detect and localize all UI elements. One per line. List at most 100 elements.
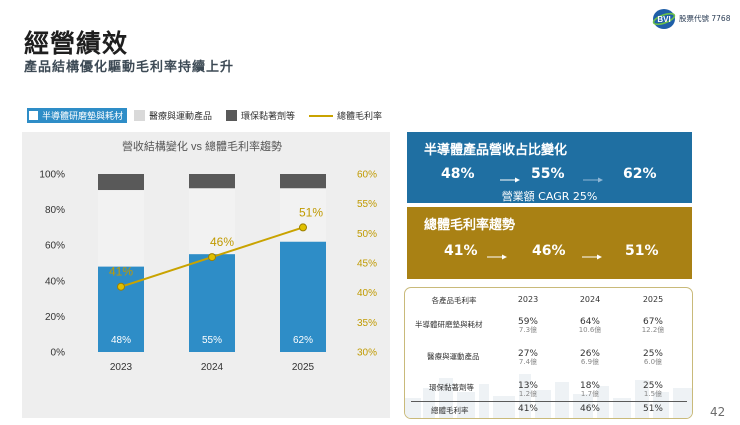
- bar-segment-2023-1: [98, 190, 144, 267]
- cell-pct: 13%: [517, 381, 538, 391]
- share-value-2024: 55%: [531, 166, 565, 182]
- margin-box-title: 總體毛利率趨勢: [424, 218, 516, 233]
- bar-data-label: 62%: [293, 335, 313, 346]
- table-cell: 25% 6.0億: [633, 349, 673, 367]
- table-cell: 25% 1.5億: [633, 381, 673, 399]
- table-row-label: 醫療與運動產品: [427, 352, 480, 361]
- margin-value-2025: 51%: [625, 243, 659, 259]
- bar-data-label: 55%: [202, 335, 222, 346]
- share-value-2023: 48%: [441, 166, 475, 182]
- share-box-values: 48% 55% 62%: [407, 166, 692, 184]
- legend-swatch-medical: [134, 110, 146, 121]
- chart-title: 營收結構變化 vs 總體毛利率趨勢: [122, 139, 282, 153]
- table-cell: 67% 12.2億: [633, 317, 673, 335]
- left-axis-tick-label: 20%: [45, 312, 65, 323]
- x-axis-tick-label: 2023: [110, 362, 133, 373]
- cell-amount: 7.4億: [518, 358, 538, 366]
- legend-label: 醫療與運動產品: [149, 112, 213, 122]
- arrow-icon: [500, 171, 520, 187]
- cell-pct: 25%: [642, 349, 663, 359]
- legend-item-margin: 總體毛利率: [309, 109, 382, 122]
- table-cell: 18% 1.7億: [570, 381, 610, 399]
- cell-amount: 6.9億: [580, 358, 600, 366]
- legend-label: 總體毛利率: [337, 112, 383, 122]
- margin-point: [299, 223, 307, 232]
- table-total-2025: 51%: [642, 404, 663, 414]
- bar-segment-2023-2: [98, 174, 144, 191]
- stock-code-label: 股票代號 7768: [679, 14, 731, 23]
- margin-value-2023: 41%: [444, 243, 478, 259]
- cagr-note: 營業額 CAGR 25%: [501, 190, 598, 203]
- x-axis-tick-label: 2025: [292, 362, 315, 373]
- revenue-margin-chart: 營收結構變化 vs 總體毛利率趨勢 0% 20% 40% 60% 80% 100% 30% 3…: [39, 139, 377, 373]
- city-skyline-image: [405, 374, 692, 418]
- table-cell: 59% 7.3億: [508, 317, 548, 335]
- margin-point: [208, 253, 216, 262]
- table-total-2024: 46%: [579, 404, 600, 414]
- bar-segment-2024-0: [189, 254, 235, 352]
- legend-swatch-adhesive: [226, 110, 238, 121]
- legend-label: 半導體研磨墊與耗材: [42, 112, 124, 122]
- table-row-label: 環保黏著劑等: [429, 383, 474, 392]
- table-row-label: 半導體研磨墊與耗材: [415, 320, 483, 329]
- arrow-icon: [582, 248, 602, 264]
- cell-pct: 64%: [579, 317, 600, 327]
- left-axis-tick-label: 80%: [45, 205, 65, 216]
- cell-amount: 6.0億: [643, 358, 663, 366]
- right-axis-tick-label: 40%: [357, 288, 377, 299]
- legend-item-medical: 醫療與運動產品: [134, 109, 212, 122]
- legend-item-semiconductor: 半導體研磨墊與耗材: [27, 108, 128, 123]
- legend-item-adhesive: 環保黏著劑等: [226, 109, 295, 122]
- arrow-icon: [583, 171, 603, 187]
- margin-value-2024: 46%: [532, 243, 566, 259]
- right-axis-tick-label: 45%: [357, 259, 377, 270]
- page-number: 42: [710, 405, 726, 419]
- left-axis-tick-label: 40%: [45, 276, 65, 287]
- page-title: 經營績效: [24, 29, 129, 58]
- left-axis-tick-label: 100%: [39, 170, 65, 181]
- company-logo-icon: BVI: [652, 9, 676, 29]
- cell-amount: 10.6億: [578, 326, 602, 334]
- share-value-2025: 62%: [623, 166, 657, 182]
- cell-amount: 1.2億: [518, 390, 538, 398]
- cell-amount: 1.7億: [580, 390, 600, 398]
- margin-data-label: 51%: [299, 205, 323, 219]
- left-axis-tick-label: 0%: [51, 348, 66, 359]
- table-total-label: 總體毛利率: [431, 406, 469, 415]
- share-box-title: 半導體產品營收占比變化: [424, 143, 568, 158]
- table-cell: 26% 6.9億: [570, 349, 610, 367]
- margin-trend-box: 總體毛利率趨勢 41% 46% 51%: [407, 207, 692, 279]
- cell-amount: 12.2億: [641, 326, 665, 334]
- product-margin-table: 各產品毛利率 2023 2024 2025 半導體研磨墊與耗材 59% 7.3億 …: [404, 287, 693, 419]
- bar-segment-2025-0: [280, 241, 326, 352]
- cell-pct: 25%: [642, 381, 663, 391]
- legend-swatch-semiconductor: [29, 111, 38, 120]
- right-axis-tick-label: 55%: [357, 199, 377, 210]
- legend-label: 環保黏著劑等: [241, 112, 296, 122]
- table-header-2023: 2023: [517, 295, 539, 304]
- right-axis-tick-label: 35%: [357, 318, 377, 329]
- table-cell: 13% 1.2億: [508, 381, 548, 399]
- table-total-2023: 41%: [517, 404, 538, 414]
- bar-segment-2025-2: [280, 174, 326, 189]
- margin-point: [117, 282, 125, 291]
- margin-data-label: 41%: [109, 265, 133, 279]
- table-header-2024: 2024: [579, 295, 601, 304]
- legend-swatch-margin: [309, 114, 334, 117]
- bar-segment-2024-1: [189, 188, 235, 255]
- right-axis-tick-label: 30%: [357, 348, 377, 359]
- x-axis-tick-label: 2024: [201, 362, 224, 373]
- cell-pct: 18%: [579, 381, 600, 391]
- table-cell: 64% 10.6億: [570, 317, 610, 335]
- cell-amount: 1.5億: [643, 390, 663, 398]
- margin-box-values: 41% 46% 51%: [407, 243, 692, 261]
- svg-text:BVI: BVI: [657, 15, 670, 24]
- cell-pct: 67%: [642, 317, 663, 327]
- table-divider: [411, 401, 687, 402]
- bar-segment-2024-2: [189, 174, 235, 189]
- right-axis-tick-label: 50%: [357, 229, 377, 240]
- right-axis-tick-label: 60%: [357, 170, 377, 181]
- cell-amount: 7.3億: [518, 326, 538, 334]
- semiconductor-share-box: 半導體產品營收占比變化 48% 55% 62% 營業額 CAGR 25%: [407, 132, 692, 203]
- cell-pct: 59%: [517, 317, 538, 327]
